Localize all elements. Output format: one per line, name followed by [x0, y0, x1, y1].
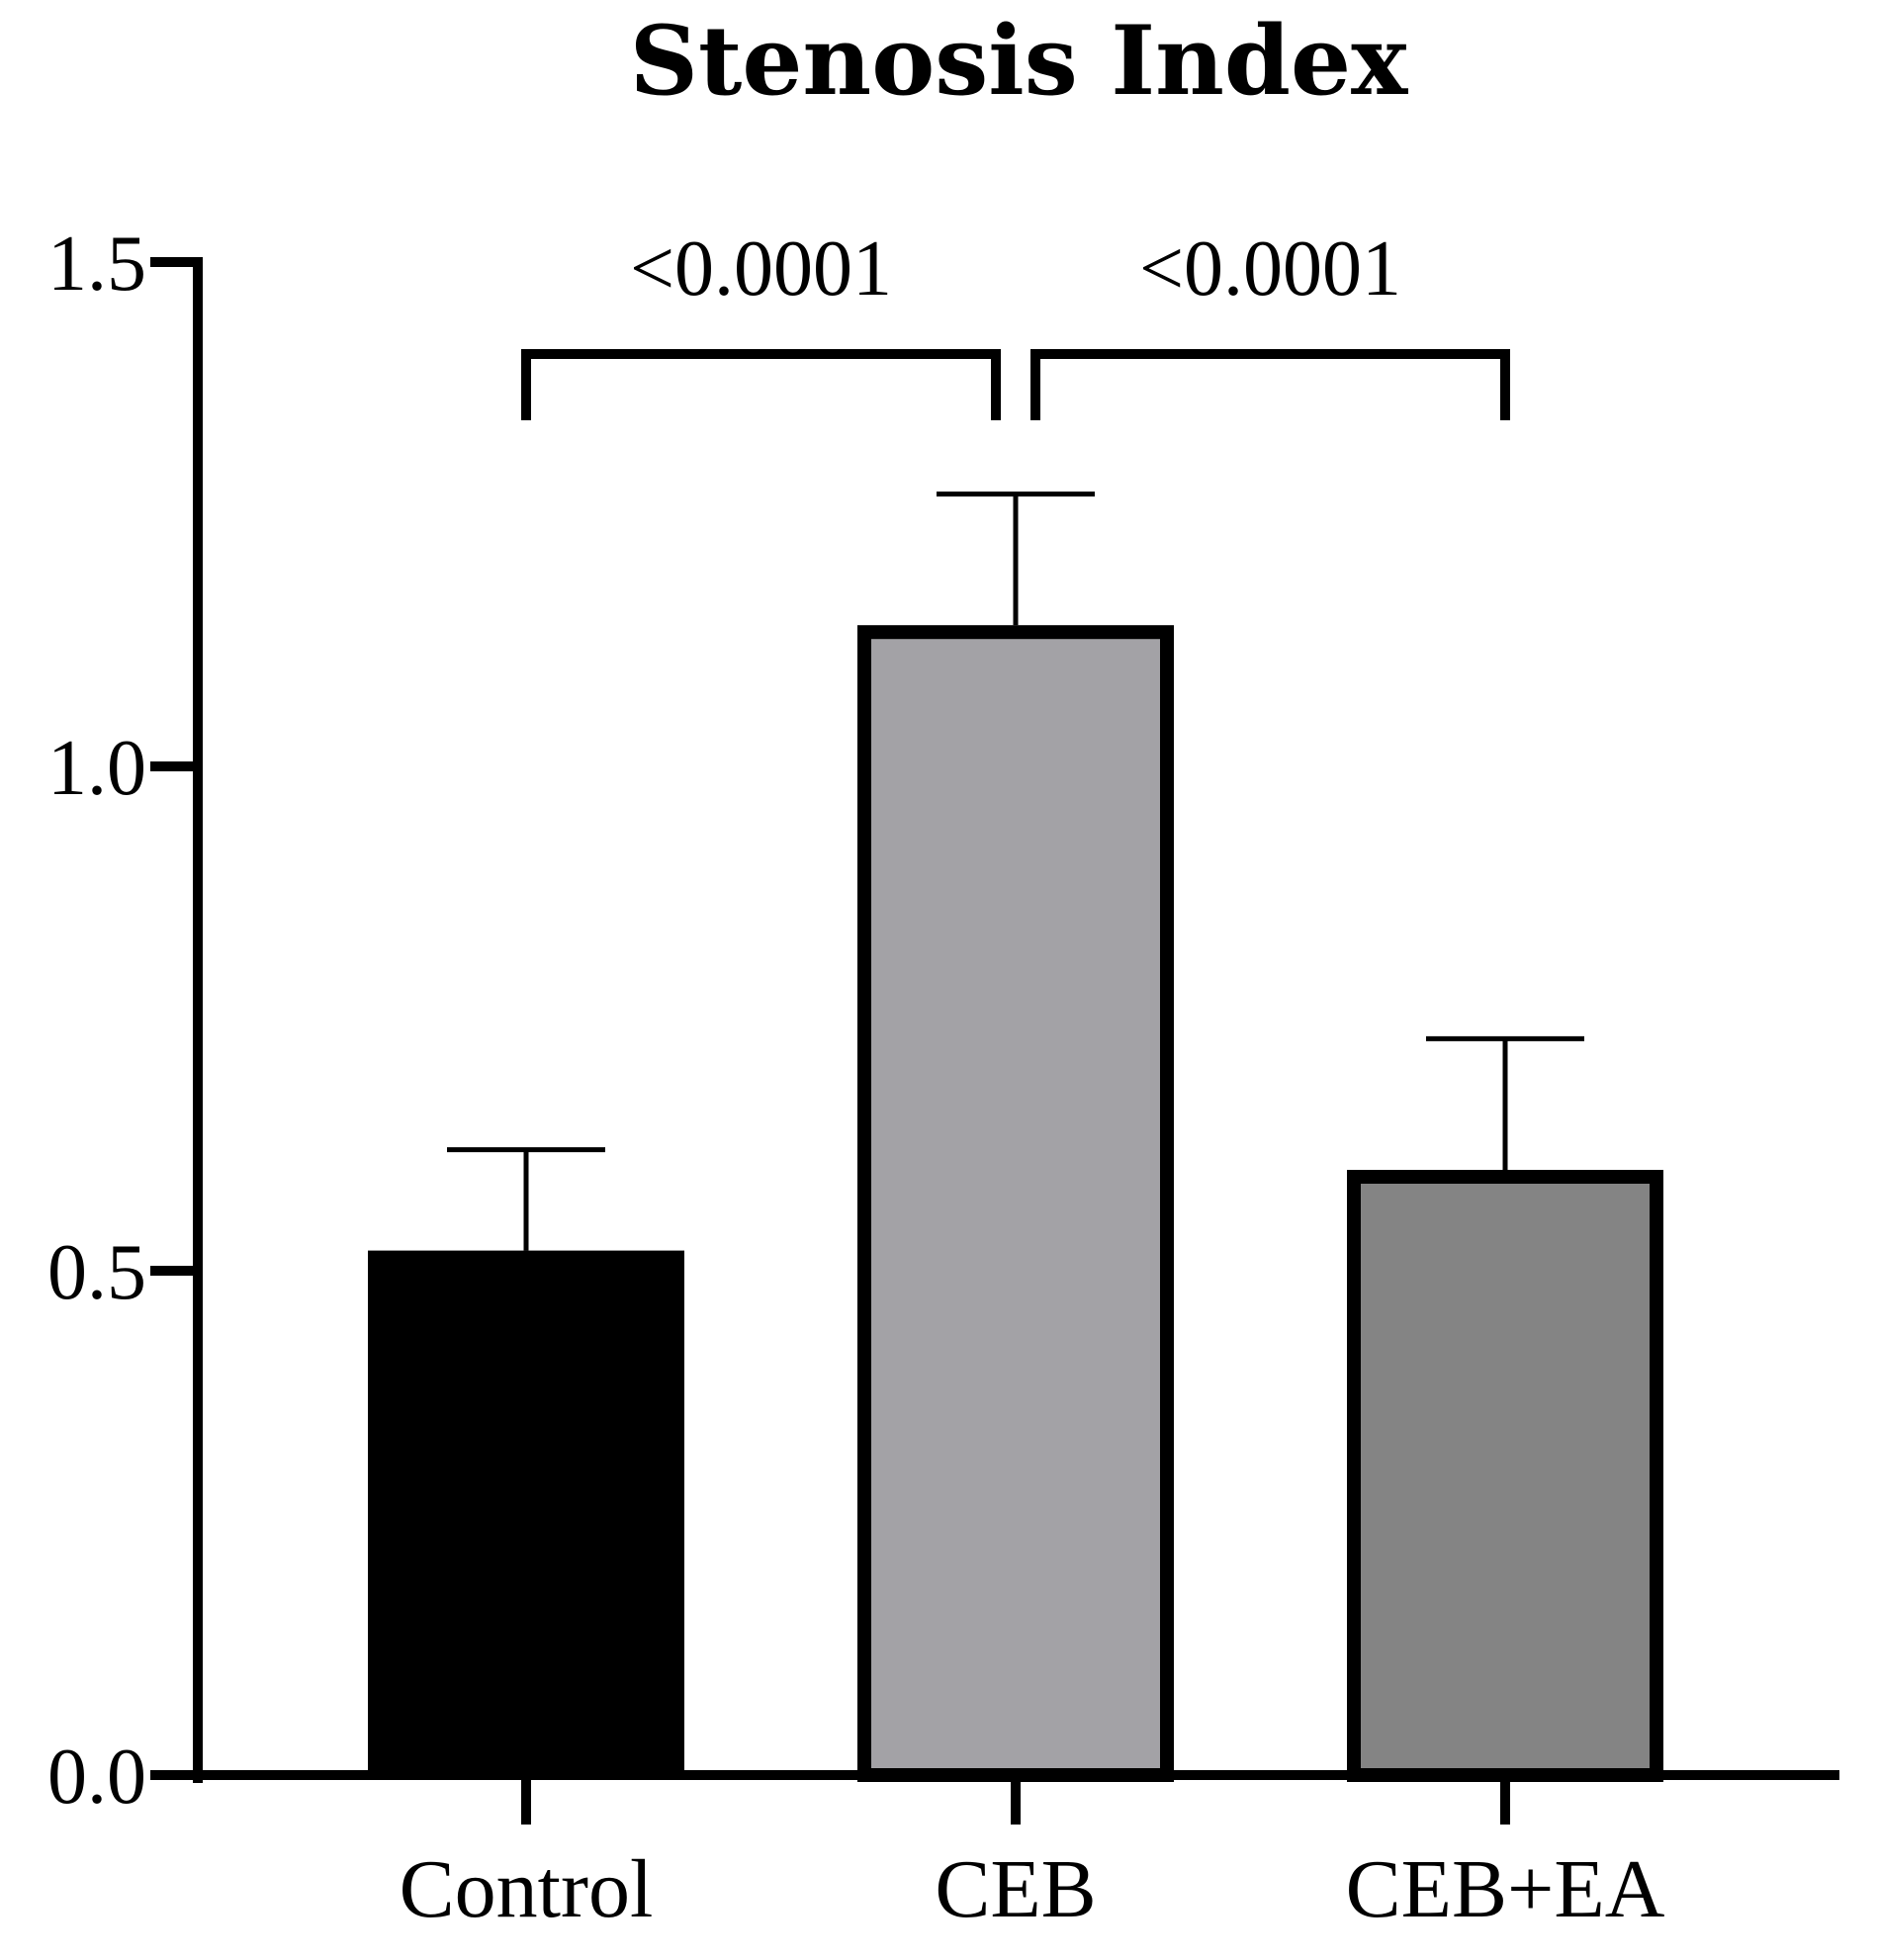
- significance-label: <0.0001: [630, 225, 892, 312]
- x-tick-label: Control: [400, 1843, 654, 1935]
- y-tick-label: 0.0: [47, 1734, 146, 1821]
- significance-bracket: [1030, 349, 1510, 420]
- significance-bracket: [521, 349, 1001, 420]
- bar-ceb: [857, 625, 1174, 1783]
- y-tick-label: 1.5: [47, 221, 146, 308]
- x-tick-label: CEB+EA: [1346, 1843, 1665, 1935]
- y-tick-label: 1.0: [47, 725, 146, 812]
- x-tick-label: CEB: [935, 1843, 1096, 1935]
- bar-ceb-ea: [1347, 1170, 1663, 1782]
- y-tick-label: 0.5: [47, 1229, 146, 1316]
- bar-control: [368, 1250, 684, 1775]
- chart-title: Stenosis Index: [630, 5, 1408, 117]
- significance-label: <0.0001: [1139, 225, 1401, 312]
- plot-area: 0.0 0.5 1.0 1.5 Control CEB CEB+EA <0.0001 <0.00…: [47, 221, 1839, 1935]
